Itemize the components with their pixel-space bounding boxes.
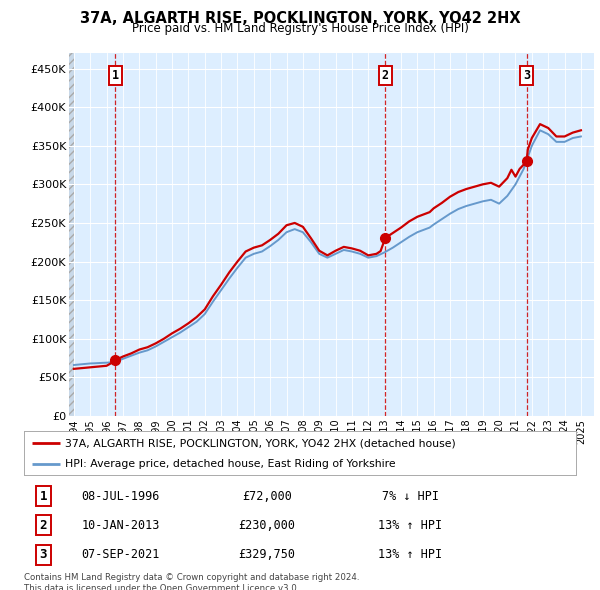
- Text: 2: 2: [40, 519, 47, 532]
- Text: 1: 1: [112, 70, 119, 83]
- Text: 07-SEP-2021: 07-SEP-2021: [82, 548, 160, 561]
- Text: 7% ↓ HPI: 7% ↓ HPI: [382, 490, 439, 503]
- Text: Price paid vs. HM Land Registry's House Price Index (HPI): Price paid vs. HM Land Registry's House …: [131, 22, 469, 35]
- Text: HPI: Average price, detached house, East Riding of Yorkshire: HPI: Average price, detached house, East…: [65, 459, 396, 469]
- Text: £329,750: £329,750: [238, 548, 295, 561]
- Text: 2: 2: [382, 70, 389, 83]
- Text: £230,000: £230,000: [238, 519, 295, 532]
- Text: 10-JAN-2013: 10-JAN-2013: [82, 519, 160, 532]
- Text: 13% ↑ HPI: 13% ↑ HPI: [379, 519, 442, 532]
- Text: £72,000: £72,000: [242, 490, 292, 503]
- Text: 1: 1: [40, 490, 47, 503]
- Text: 37A, ALGARTH RISE, POCKLINGTON, YORK, YO42 2HX (detached house): 37A, ALGARTH RISE, POCKLINGTON, YORK, YO…: [65, 438, 456, 448]
- Text: 37A, ALGARTH RISE, POCKLINGTON, YORK, YO42 2HX: 37A, ALGARTH RISE, POCKLINGTON, YORK, YO…: [80, 11, 520, 25]
- Text: Contains HM Land Registry data © Crown copyright and database right 2024.
This d: Contains HM Land Registry data © Crown c…: [24, 573, 359, 590]
- Text: 3: 3: [40, 548, 47, 561]
- Text: 08-JUL-1996: 08-JUL-1996: [82, 490, 160, 503]
- Text: 3: 3: [523, 70, 530, 83]
- Text: 13% ↑ HPI: 13% ↑ HPI: [379, 548, 442, 561]
